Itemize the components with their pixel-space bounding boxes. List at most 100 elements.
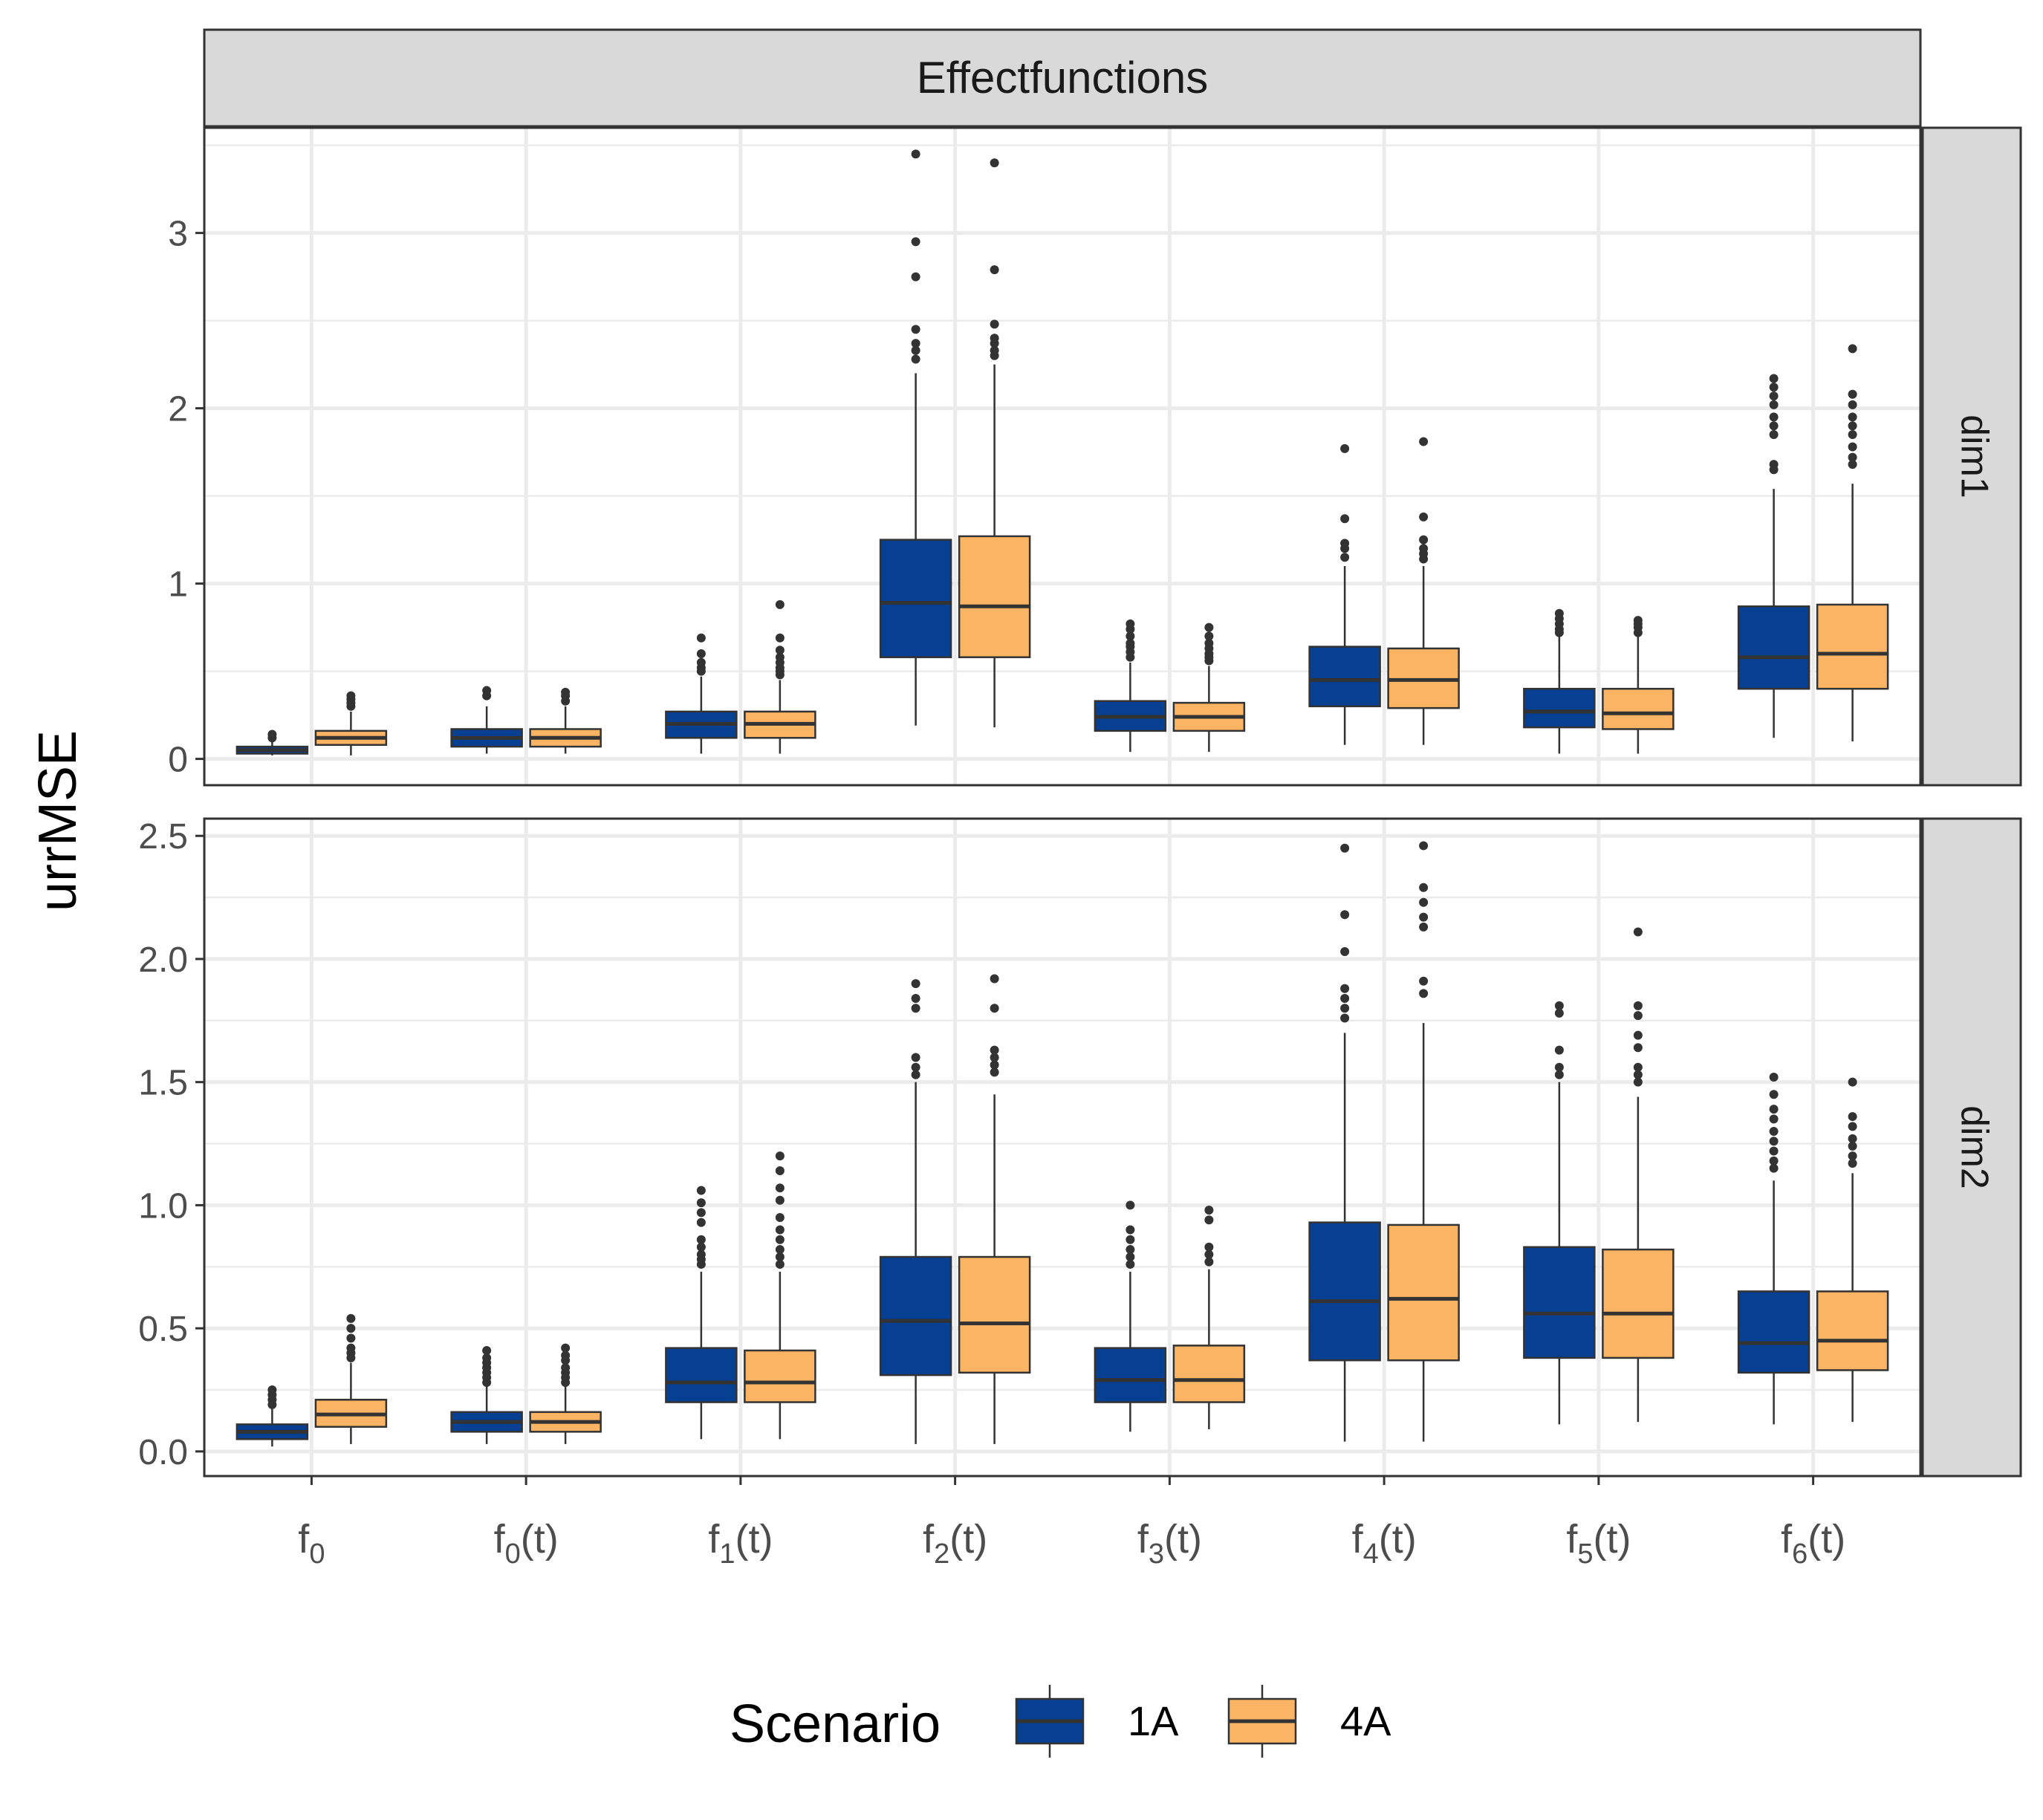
facet-strip-right [1921, 126, 2022, 787]
outlier-point [1769, 400, 1779, 409]
box-iqr [1816, 603, 1889, 690]
box-iqr [879, 1255, 952, 1377]
box-iqr [1737, 1290, 1810, 1374]
outlier-point [1554, 608, 1564, 618]
outlier-point [267, 729, 277, 739]
outlier-point [1554, 1062, 1564, 1072]
outlier-point [911, 237, 920, 247]
outlier-point [911, 272, 920, 282]
box-iqr [879, 539, 952, 658]
outlier-point [1126, 1259, 1135, 1269]
x-tick-label: f3(t) [1137, 1517, 1202, 1570]
outlier-point [1204, 631, 1214, 641]
outlier-point [990, 974, 999, 984]
box-4A-4 [1172, 623, 1246, 753]
outlier-point [990, 319, 999, 329]
outlier-point [1848, 1151, 1857, 1161]
box-1A-5 [1308, 843, 1381, 1442]
outlier-point [1340, 984, 1350, 993]
outlier-point [1633, 1077, 1643, 1087]
y-tick-label: 2.0 [138, 940, 188, 980]
panel-border [203, 817, 1922, 1478]
outlier-point [911, 979, 920, 989]
outlier-point [990, 1045, 999, 1055]
box-iqr [1602, 687, 1675, 730]
outlier-point [1554, 1001, 1564, 1010]
outlier-point [1769, 1073, 1779, 1082]
outlier-point [1419, 437, 1429, 446]
outlier-point [1769, 1126, 1779, 1136]
box-1A-5 [1308, 443, 1381, 745]
outlier-point [1848, 430, 1857, 439]
facet-strip-label: dim2 [1952, 1105, 1995, 1189]
x-tick-label: f5(t) [1566, 1517, 1631, 1570]
outlier-point [1848, 412, 1857, 422]
outlier-point [1419, 544, 1429, 553]
box-iqr [1523, 1246, 1596, 1359]
y-axis-label: urrMSE [28, 730, 88, 911]
legend-label-1A: 1A [1128, 1697, 1179, 1744]
legend-key-1A: 1A [1015, 1685, 1179, 1758]
outlier-point [1126, 1200, 1135, 1210]
outlier-point [911, 1062, 920, 1072]
legend: Scenario 1A 4A [730, 1685, 1391, 1758]
outlier-point [1848, 400, 1857, 409]
outlier-point [1340, 993, 1350, 1003]
y-tick-label: 1 [168, 565, 188, 605]
outlier-point [1769, 1146, 1779, 1156]
outlier-point [775, 1252, 785, 1261]
box-iqr [1172, 1345, 1246, 1403]
outlier-point [561, 1363, 571, 1373]
outlier-point [1419, 989, 1429, 998]
outlier-point [1340, 910, 1350, 920]
box-1A-4 [1094, 619, 1167, 753]
box-iqr [1308, 1221, 1381, 1362]
box-4A-6 [1602, 927, 1675, 1423]
y-tick-label: 1.5 [138, 1064, 188, 1103]
outlier-point [482, 686, 492, 695]
box-4A-7 [1816, 344, 1889, 741]
facet-strip-right [1921, 817, 2022, 1478]
outlier-point [696, 657, 706, 667]
outlier-point [696, 1242, 706, 1252]
outlier-point [1126, 631, 1135, 641]
outlier-point [561, 1351, 571, 1360]
outlier-point [1204, 1242, 1214, 1252]
outlier-point [775, 1195, 785, 1205]
outlier-point [911, 354, 920, 364]
outlier-point [775, 1166, 785, 1175]
outlier-point [775, 1183, 785, 1193]
outlier-point [1848, 1112, 1857, 1122]
outlier-point [1769, 430, 1779, 439]
box-4A-2 [744, 1151, 816, 1440]
outlier-point [775, 633, 785, 643]
outlier-point [1340, 514, 1350, 524]
box-4A-1 [529, 687, 602, 754]
outlier-point [1769, 374, 1779, 383]
outlier-point [482, 1345, 492, 1355]
outlier-point [1419, 883, 1429, 892]
outlier-point [1769, 1090, 1779, 1099]
box-4A-1 [529, 1343, 602, 1444]
outlier-point [990, 345, 999, 355]
outlier-point [1126, 1225, 1135, 1235]
outlier-point [1204, 623, 1214, 632]
y-tick-label: 1.0 [138, 1186, 188, 1226]
facet-strip-label: dim1 [1952, 415, 1995, 498]
outlier-point [775, 646, 785, 655]
outlier-point [1769, 412, 1779, 422]
outlier-point [1204, 638, 1214, 648]
outlier-point [1419, 897, 1429, 907]
outlier-point [482, 1353, 492, 1362]
outlier-point [696, 649, 706, 658]
outlier-point [1554, 1045, 1564, 1055]
outlier-point [1848, 442, 1857, 452]
outlier-point [1769, 1105, 1779, 1114]
outlier-point [346, 1333, 356, 1343]
x-tick-label: f4(t) [1352, 1517, 1417, 1570]
box-1A-3 [879, 149, 952, 726]
outlier-point [775, 1259, 785, 1269]
outlier-point [1633, 1001, 1643, 1010]
box-1A-2 [665, 633, 738, 754]
outlier-point [1848, 1159, 1857, 1169]
